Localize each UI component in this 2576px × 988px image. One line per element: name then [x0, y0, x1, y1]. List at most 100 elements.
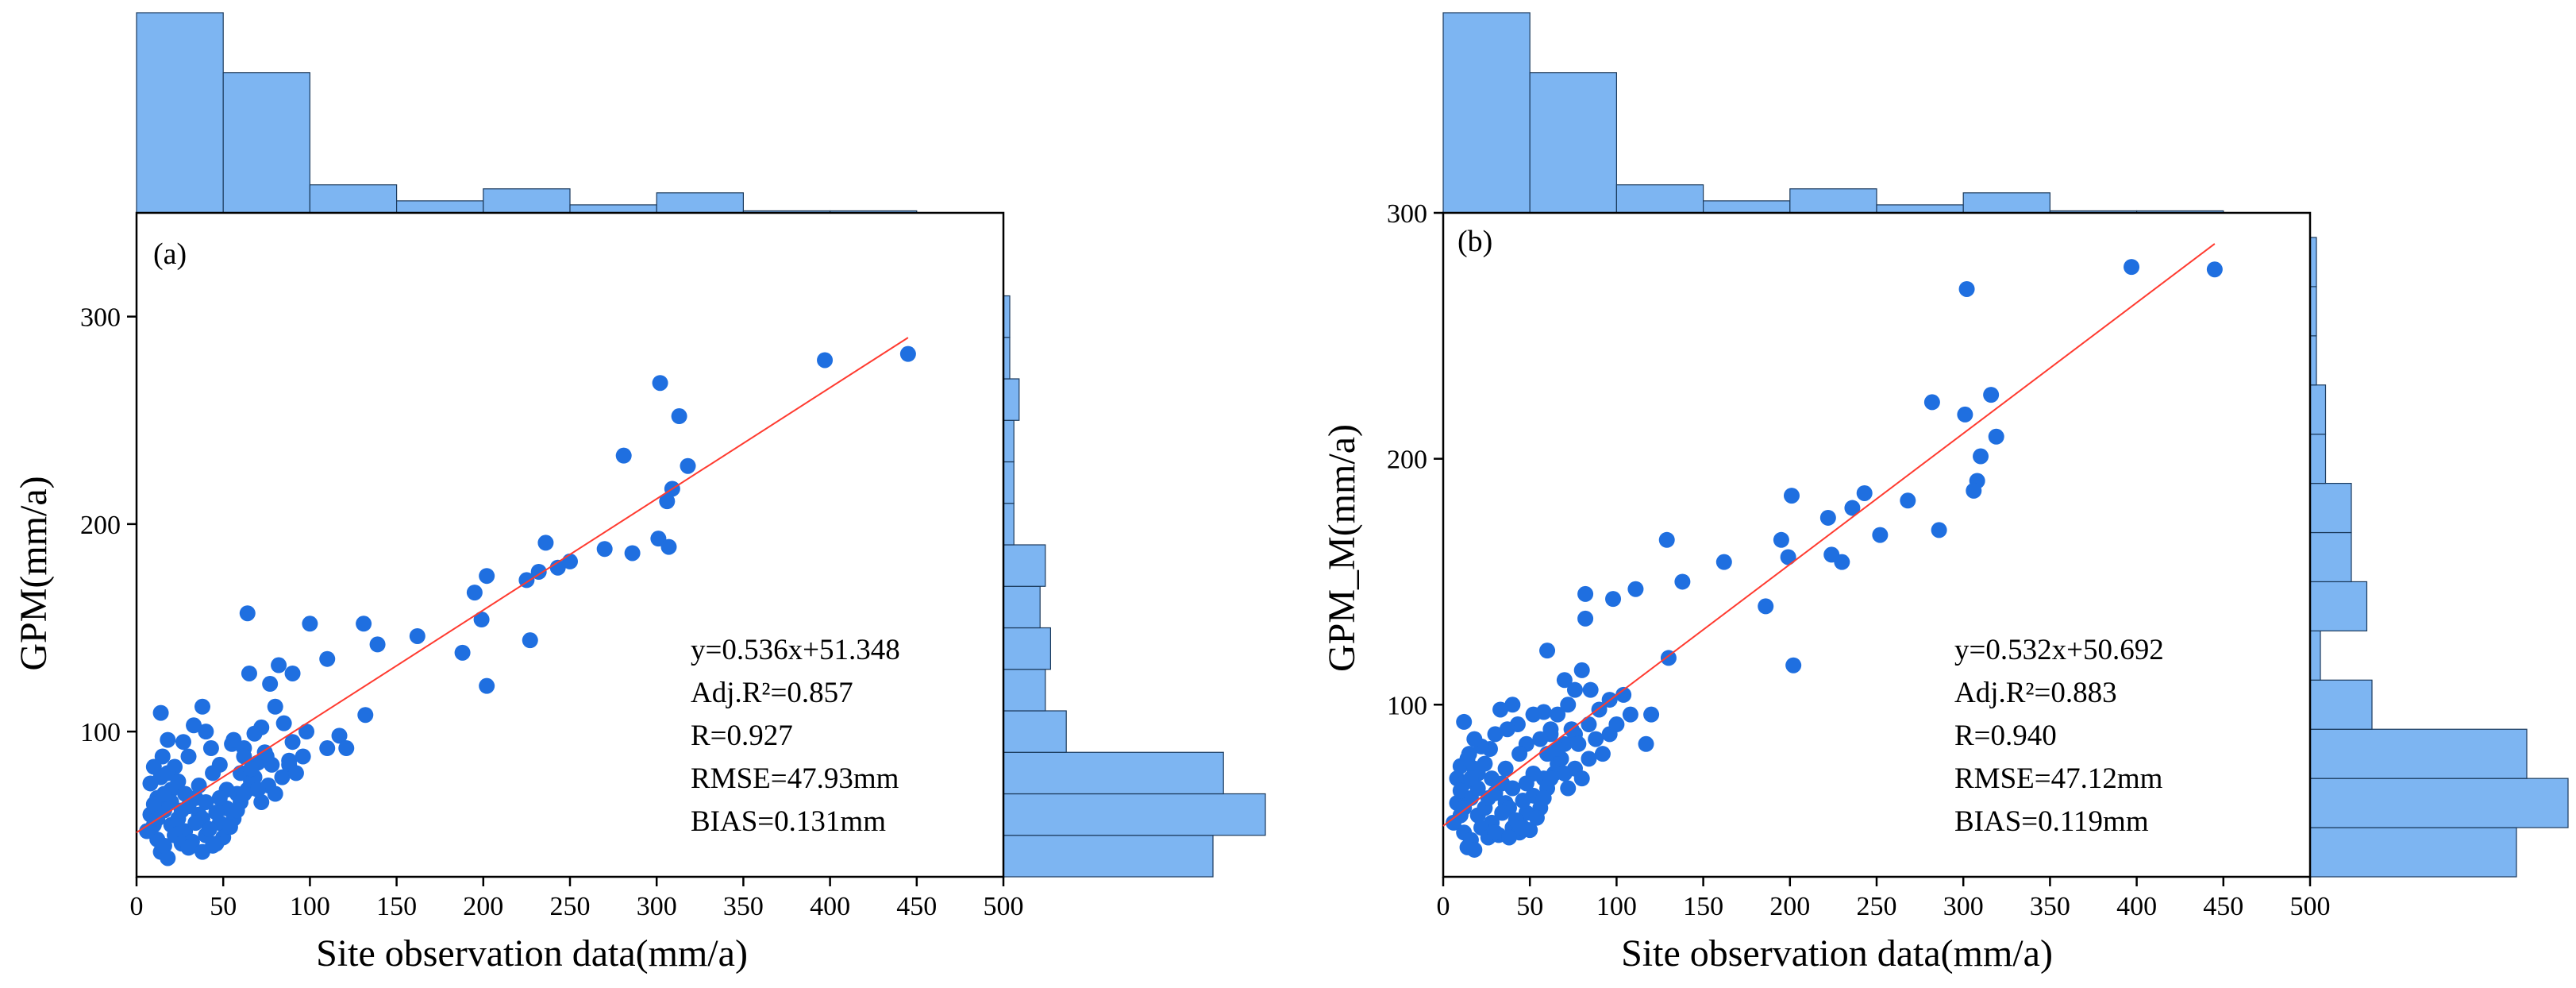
- panel-b-y-axis-label: GPM_M(mm/a): [1321, 424, 1363, 672]
- scatter-point: [596, 541, 613, 558]
- scatter-point: [331, 727, 348, 744]
- scatter-point: [264, 756, 280, 773]
- fit-line: [1442, 243, 2216, 827]
- panel-a-x-axis-label: Site observation data(mm/a): [316, 932, 748, 974]
- x-tick-label: 0: [1437, 892, 1450, 921]
- panel-a-bias: BIAS=0.131mm: [691, 805, 886, 838]
- x-tick-label: 0: [130, 892, 144, 921]
- panel-a-label: (a): [153, 237, 187, 271]
- scatter-point: [549, 559, 566, 576]
- scatter-point: [1504, 697, 1521, 713]
- scatter-point: [1622, 706, 1638, 723]
- y-histogram-bar: [1003, 378, 1020, 421]
- scatter-point: [1819, 509, 1836, 526]
- x-tick-label: 450: [2203, 892, 2243, 921]
- scatter-point: [1556, 765, 1573, 782]
- x-histogram-bar: [1529, 71, 1617, 214]
- scatter-point: [1588, 731, 1604, 747]
- scatter-point: [1872, 527, 1889, 543]
- x-histogram-bar: [1789, 188, 1877, 214]
- panel-b-label: (b): [1457, 225, 1492, 258]
- scatter-point: [1988, 428, 2004, 445]
- scatter-point: [1499, 721, 1515, 738]
- scatter-point: [817, 352, 834, 369]
- scatter-point: [194, 698, 210, 715]
- scatter-point: [1560, 697, 1577, 713]
- panel-a-r: R=0.927: [691, 720, 793, 752]
- scatter-point: [198, 724, 214, 740]
- scatter-point: [356, 616, 372, 632]
- x-tick-label: 150: [376, 892, 417, 921]
- scatter-point: [180, 839, 197, 856]
- scatter-point: [454, 644, 471, 661]
- scatter-point: [225, 731, 242, 748]
- scatter-point: [1973, 448, 1989, 465]
- scatter-point: [175, 734, 191, 751]
- scatter-point: [1573, 662, 1590, 678]
- scatter-point: [1958, 280, 1975, 297]
- scatter-point: [154, 748, 171, 765]
- scatter-point: [1452, 782, 1469, 799]
- y-tick-label: 100: [1387, 691, 1427, 720]
- panel-b-adj-r2: Adj.R²=0.883: [1954, 677, 2117, 709]
- scatter-point: [1658, 531, 1675, 548]
- y-histogram-bar: [1003, 669, 1046, 712]
- y-histogram-bar: [1003, 544, 1046, 587]
- scatter-point: [530, 563, 547, 580]
- x-tick-label: 500: [2290, 892, 2331, 921]
- scatter-point: [1515, 820, 1531, 836]
- scatter-point: [1780, 549, 1796, 565]
- scatter-point: [369, 636, 386, 653]
- scatter-point: [1570, 735, 1587, 752]
- scatter-point: [1957, 406, 1973, 423]
- y-histogram-bar: [1003, 835, 1214, 878]
- x-tick-label: 450: [896, 892, 937, 921]
- x-tick-label: 300: [1943, 892, 1984, 921]
- scatter-point: [1550, 740, 1566, 757]
- scatter-point: [357, 707, 374, 724]
- scatter-point: [201, 820, 218, 837]
- scatter-point: [281, 752, 298, 769]
- scatter-point: [1783, 488, 1800, 504]
- scatter-point: [671, 408, 687, 425]
- x-tick-label: 250: [550, 892, 591, 921]
- scatter-point: [249, 782, 266, 798]
- scatter-point: [1715, 554, 1732, 570]
- scatter-point: [1532, 731, 1549, 747]
- scatter-point: [319, 740, 336, 757]
- scatter-point: [1605, 591, 1622, 608]
- y-tick-label: 200: [80, 511, 121, 540]
- scatter-point: [1515, 793, 1531, 809]
- scatter-point: [473, 612, 490, 628]
- scatter-point: [221, 819, 238, 836]
- scatter-point: [1539, 643, 1556, 659]
- scatter-point: [1542, 770, 1559, 787]
- y-histogram-bar: [1003, 710, 1067, 753]
- x-tick-label: 100: [290, 892, 330, 921]
- scatter-point: [243, 761, 260, 778]
- scatter-point: [271, 657, 287, 673]
- scatter-point: [298, 724, 315, 740]
- scatter-point: [680, 457, 696, 474]
- panel-a-fit-equation: y=0.536x+51.348: [691, 634, 900, 666]
- scatter-point: [319, 650, 336, 667]
- scatter-point: [1900, 492, 1916, 509]
- scatter-point: [1638, 735, 1654, 752]
- scatter-point: [479, 677, 495, 694]
- scatter-point: [208, 836, 225, 852]
- scatter-point: [302, 616, 318, 632]
- scatter-point: [160, 731, 176, 748]
- scatter-point: [145, 796, 162, 812]
- scatter-point: [1856, 484, 1873, 501]
- scatter-point: [1487, 726, 1504, 743]
- y-tick-label: 100: [80, 718, 121, 747]
- y-tick-label: 300: [1387, 199, 1427, 229]
- scatter-point: [275, 715, 292, 731]
- scatter-point: [187, 815, 204, 832]
- scatter-point: [287, 765, 304, 782]
- panel-a-rmse: RMSE=47.93mm: [691, 762, 899, 795]
- x-histogram-bar: [1442, 12, 1531, 214]
- scatter-point: [1674, 573, 1691, 590]
- y-histogram-bar: [2309, 679, 2373, 730]
